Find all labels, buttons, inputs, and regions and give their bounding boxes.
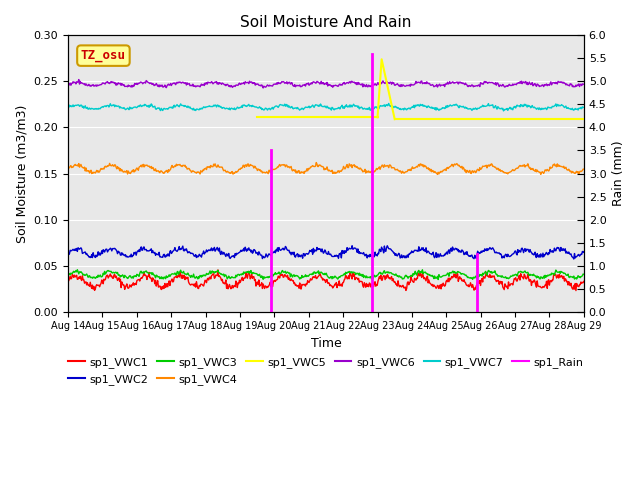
Y-axis label: Rain (mm): Rain (mm)	[612, 141, 625, 206]
Text: TZ_osu: TZ_osu	[81, 49, 126, 62]
Title: Soil Moisture And Rain: Soil Moisture And Rain	[240, 15, 412, 30]
X-axis label: Time: Time	[310, 337, 341, 350]
Legend: sp1_VWC1, sp1_VWC2, sp1_VWC3, sp1_VWC4, sp1_VWC5, sp1_VWC6, sp1_VWC7, sp1_Rain: sp1_VWC1, sp1_VWC2, sp1_VWC3, sp1_VWC4, …	[64, 353, 588, 389]
Y-axis label: Soil Moisture (m3/m3): Soil Moisture (m3/m3)	[15, 104, 28, 243]
